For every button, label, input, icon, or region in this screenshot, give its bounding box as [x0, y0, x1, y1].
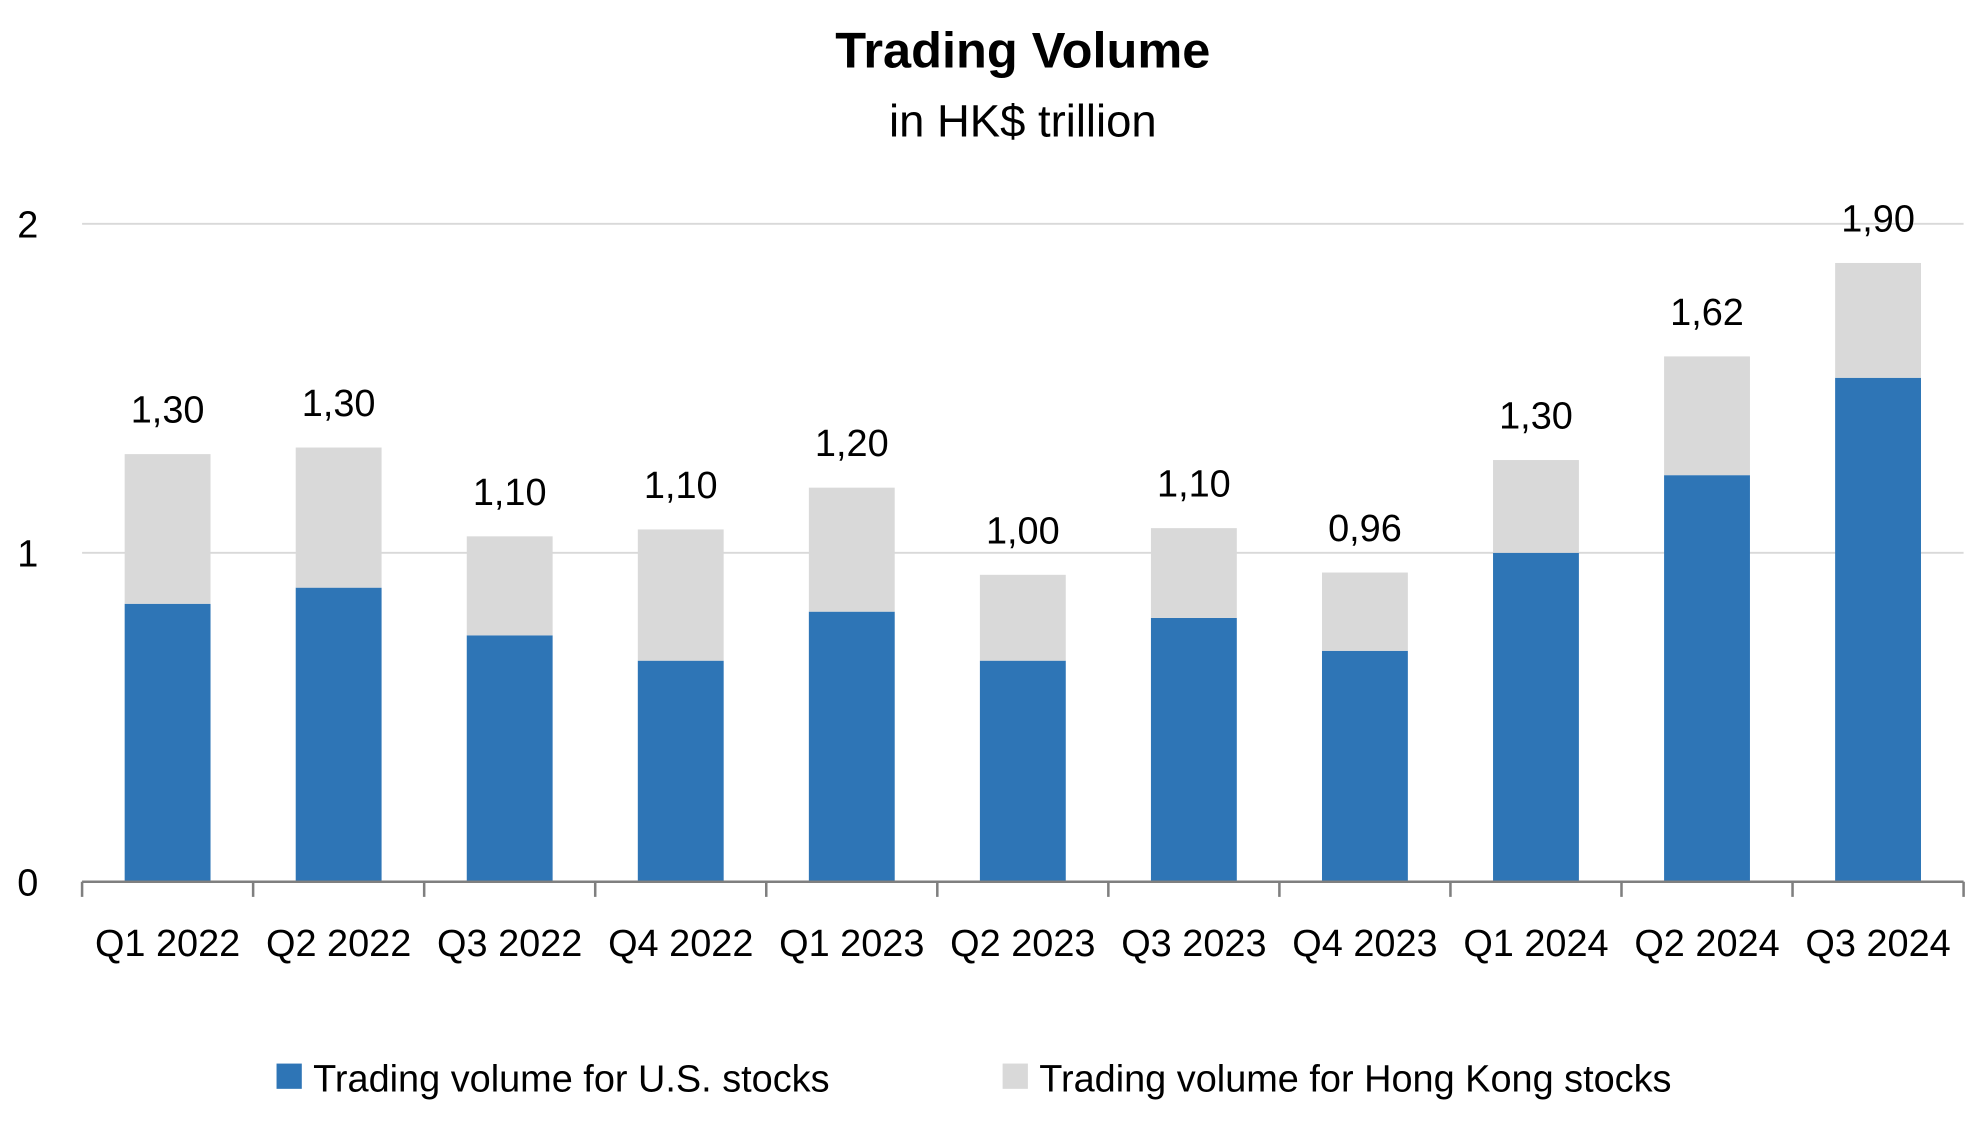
data-label: 1,10 — [1157, 464, 1231, 506]
bar-hk-stocks — [1321, 572, 1408, 651]
data-label: 1,62 — [1670, 292, 1744, 334]
data-label: 1,30 — [1499, 395, 1573, 437]
x-tick-label: Q2 2024 — [1634, 923, 1779, 965]
data-label: 1,30 — [302, 383, 376, 425]
legend-label-us: Trading volume for U.S. stocks — [313, 1058, 829, 1100]
x-tick-label: Q3 2024 — [1805, 923, 1950, 965]
x-tick-label: Q1 2023 — [779, 923, 924, 965]
x-tick-label: Q2 2023 — [950, 923, 1095, 965]
y-tick-label: 2 — [17, 205, 38, 247]
x-tick-label: Q4 2023 — [1292, 923, 1437, 965]
data-label: 1,10 — [644, 465, 718, 507]
bar-us-stocks — [979, 660, 1066, 882]
legend-label-hk: Trading volume for Hong Kong stocks — [1039, 1058, 1671, 1100]
legend: Trading volume for U.S. stocks Trading v… — [276, 1058, 1672, 1100]
bar-us-stocks — [295, 587, 382, 882]
bar-us-stocks — [124, 603, 211, 882]
bar-us-stocks — [1664, 475, 1750, 882]
data-label: 1,30 — [131, 390, 205, 432]
x-tick-label: Q1 2022 — [95, 923, 240, 965]
x-tick-label: Q3 2022 — [437, 923, 582, 965]
bar-us-stocks — [1835, 377, 1921, 882]
bar-us-stocks — [1150, 617, 1237, 882]
chart-subtitle: in HK$ trillion — [889, 96, 1157, 147]
legend-swatch-us — [276, 1063, 302, 1089]
y-tick-label: 0 — [17, 863, 38, 905]
bar-hk-stocks — [466, 536, 553, 636]
bar-hk-stocks — [1150, 528, 1237, 618]
bar-hk-stocks — [637, 529, 724, 661]
x-tick-label: Q3 2023 — [1121, 923, 1266, 965]
bar-hk-stocks — [808, 487, 895, 612]
data-label: 0,96 — [1328, 508, 1402, 550]
bar-us-stocks — [637, 660, 724, 882]
chart-title: Trading Volume — [835, 21, 1210, 78]
bar-hk-stocks — [979, 574, 1066, 661]
bar-hk-stocks — [124, 454, 211, 604]
x-tick-label: Q4 2022 — [608, 923, 753, 965]
x-tick-label: Q2 2022 — [266, 923, 411, 965]
y-tick-label: 1 — [17, 534, 38, 576]
data-label: 1,90 — [1841, 198, 1915, 240]
bar-us-stocks — [1493, 552, 1579, 882]
bar-hk-stocks — [295, 447, 382, 588]
legend-swatch-hk — [1002, 1063, 1028, 1089]
bar-us-stocks — [466, 635, 553, 882]
x-tick-label: Q1 2024 — [1463, 923, 1608, 965]
bar-us-stocks — [808, 611, 895, 882]
data-label: 1,10 — [473, 472, 547, 514]
bar-hk-stocks — [1664, 356, 1750, 476]
data-label: 1,20 — [815, 423, 889, 465]
data-label: 1,00 — [986, 510, 1060, 552]
bar-hk-stocks — [1493, 460, 1579, 553]
bar-hk-stocks — [1835, 262, 1921, 378]
bar-us-stocks — [1321, 650, 1408, 882]
